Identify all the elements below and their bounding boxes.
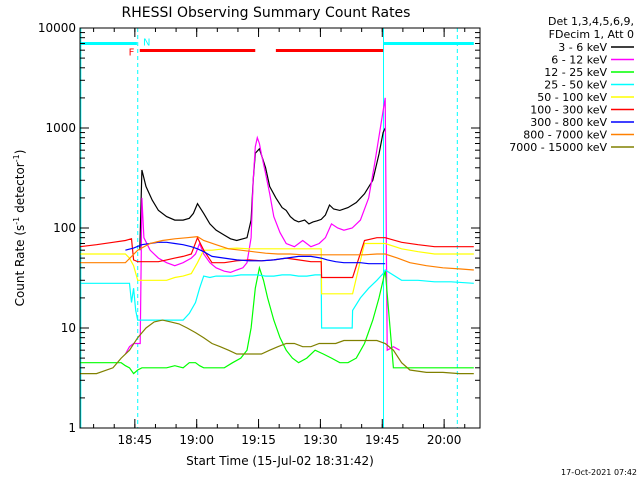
legend-label-2: 12 - 25 keV [544,66,607,79]
legend-label-0: 3 - 6 keV [558,41,607,54]
legend-label-3: 25 - 50 keV [544,79,607,92]
x-tick-label-3: 19:30 [303,433,338,447]
chart-title: RHESSI Observing Summary Count Rates [122,5,411,21]
legend-header-line-1: Det 1,3,4,5,6,9, [548,15,634,28]
legend-label-4: 50 - 100 keV [537,91,607,104]
y-axis-label-end: ) [13,150,27,155]
legend-label-1: 6 - 12 keV [551,54,607,67]
y-axis-label-sup1: -1 [12,217,21,225]
y-tick-label-0: 1 [68,421,76,435]
series-line-4 [80,242,474,295]
x-tick-label-5: 20:00 [427,433,462,447]
y-axis-label-mid: detector [13,162,27,217]
axis-ticks: 1 10 100 1000 10000 18:45 19:00 19:15 19:30 19:45… [38,21,480,447]
series-line-3 [80,269,474,329]
x-tick-label-0: 18:45 [118,433,153,447]
x-tick-label-2: 19:15 [241,433,276,447]
legend-label-7: 800 - 7000 keV [523,129,607,142]
flag-f-label: F [129,47,135,58]
timestamp: 17-Oct-2021 07:42 [561,468,637,477]
y-axis-label-start: Count Rate (s [13,225,27,307]
series-line-7 [80,235,474,271]
series-line-6 [125,241,386,265]
y-tick-label-3: 1000 [45,121,76,135]
series-line-1 [124,97,400,355]
series-line-8 [80,319,474,375]
legend-label-5: 100 - 300 keV [530,104,607,117]
series-line-0 [139,127,386,251]
legend-header-line-2: FDecim 1, Att 0 [549,28,634,41]
legend-label-6: 300 - 800 keV [530,116,607,129]
y-tick-label-1: 10 [61,321,76,335]
plot-area: FN [79,28,474,428]
flag-n-label: N [143,37,150,48]
x-axis-label: Start Time (15-Jul-02 18:31:42) [186,454,374,468]
y-axis-label: Count Rate (s-1 detector-1) [12,150,27,307]
y-axis-label-sup2: -1 [12,154,21,162]
y-tick-label-2: 100 [53,221,76,235]
series-line-2 [80,265,474,375]
y-tick-label-4: 10000 [38,21,76,35]
x-tick-label-4: 19:45 [365,433,400,447]
legend-label-8: 7000 - 15000 keV [509,141,607,154]
x-tick-label-1: 19:00 [179,433,214,447]
